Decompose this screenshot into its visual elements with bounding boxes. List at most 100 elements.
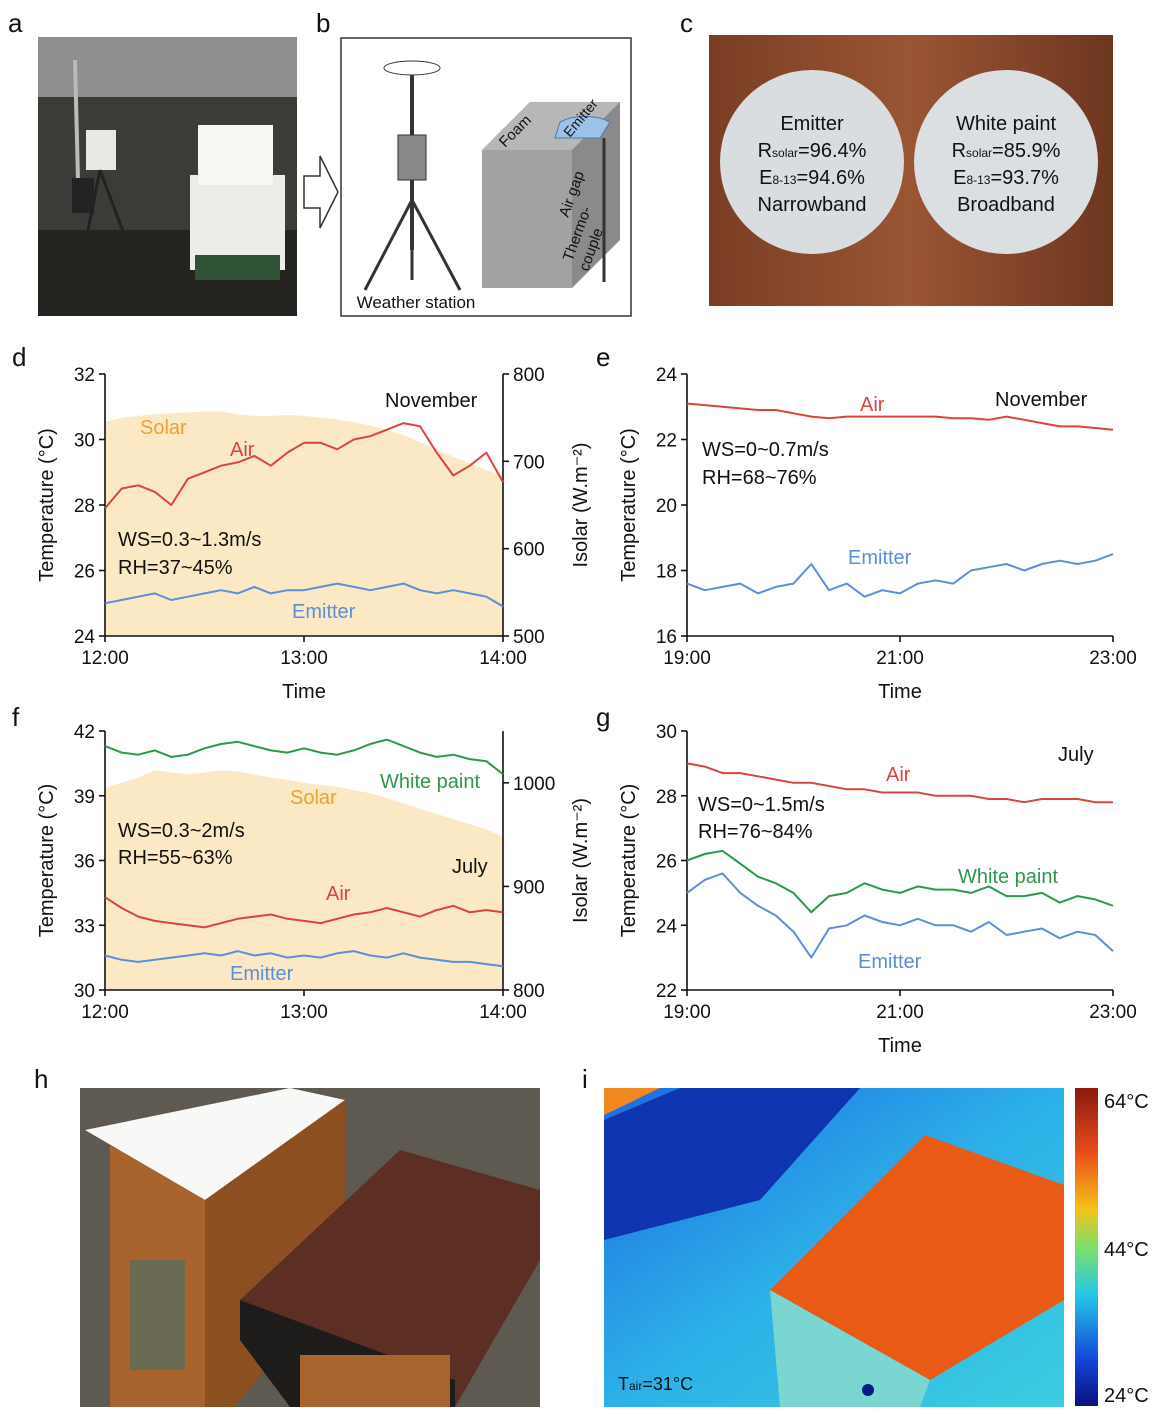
thermal-i: Tair=31°C 64°C 44°C 24°C <box>604 1088 1149 1407</box>
value: =85.9% <box>992 140 1061 162</box>
y-axis-label: Temperature (°C) <box>36 784 58 938</box>
box-front <box>482 150 572 288</box>
x-tick-label: 13:00 <box>280 1002 328 1023</box>
box-front <box>300 1355 450 1407</box>
y-axis-label: Temperature (°C) <box>618 784 640 938</box>
annotation: July <box>452 856 488 878</box>
subscript: solar <box>966 146 992 160</box>
value: =31°C <box>642 1374 693 1394</box>
panel-label: i <box>582 1064 588 1094</box>
sample-name: Emitter <box>780 113 844 135</box>
panel-label: a <box>8 8 23 38</box>
series-label: Emitter <box>292 601 356 623</box>
x-tick-label: 14:00 <box>479 648 527 669</box>
photo-a <box>38 37 297 316</box>
x-axis-label: Time <box>878 1035 922 1057</box>
body: a b c d e f g h i Weather station Foa <box>0 0 1156 1409</box>
y-tick-label: 28 <box>656 787 677 808</box>
symbol: E <box>953 167 966 189</box>
y-tick-label: 33 <box>74 916 95 937</box>
panel-label: d <box>12 342 26 372</box>
series-label: Air <box>230 439 255 461</box>
series-label: Emitter <box>848 547 912 569</box>
line <box>105 740 503 775</box>
y-tick-label: 18 <box>656 562 677 583</box>
y-tick-label: 24 <box>74 627 96 648</box>
series-label: Emitter <box>230 963 294 985</box>
panel-label: e <box>596 342 610 372</box>
y-tick-label: 24 <box>656 365 678 386</box>
annotation: WS=0~1.5m/s <box>698 794 825 816</box>
photo-sensor <box>86 130 116 170</box>
colorbar-label: 24°C <box>1104 1385 1149 1407</box>
photo-logger <box>72 178 94 213</box>
series-label: Air <box>886 764 911 786</box>
panel-label: h <box>34 1064 48 1094</box>
station-head <box>384 61 440 75</box>
x-tick-label: 12:00 <box>81 648 129 669</box>
annotation: WS=0.3~1.3m/s <box>118 529 261 551</box>
annotation: RH=76~84% <box>698 821 813 843</box>
subscript: air <box>629 1379 642 1393</box>
annotation: WS=0~0.7m/s <box>702 439 829 461</box>
y2-tick-label: 500 <box>513 627 545 648</box>
colorbar-label: 64°C <box>1104 1091 1149 1113</box>
y-tick-label: 36 <box>74 852 95 873</box>
subscript: 8-13 <box>966 173 990 187</box>
photo-h <box>80 1088 540 1407</box>
symbol: R <box>758 140 772 162</box>
x-tick-label: 21:00 <box>876 1002 924 1023</box>
colorbar-label: 44°C <box>1104 1239 1149 1261</box>
series-label: White paint <box>958 866 1058 888</box>
sample-disc <box>914 70 1098 254</box>
y-tick-label: 39 <box>74 787 95 808</box>
arrow <box>304 156 338 228</box>
series-label: Air <box>326 883 351 905</box>
y-axis-label: Temperature (°C) <box>618 428 640 582</box>
sample-band: Broadband <box>957 194 1055 216</box>
series-label: White paint <box>380 771 480 793</box>
x-tick-label: 12:00 <box>81 1002 129 1023</box>
y2-tick-label: 1000 <box>513 774 555 795</box>
box-window <box>130 1260 185 1370</box>
x-tick-label: 19:00 <box>663 1002 711 1023</box>
y-tick-label: 26 <box>74 562 95 583</box>
y-tick-label: 16 <box>656 627 677 648</box>
station-shield <box>398 135 426 180</box>
symbol: T <box>618 1374 629 1394</box>
value: =93.7% <box>990 167 1059 189</box>
subscript: solar <box>772 146 798 160</box>
annotation: RH=55~63% <box>118 847 233 869</box>
y-axis-label: Temperature (°C) <box>36 428 58 582</box>
annotation: WS=0.3~2m/s <box>118 820 245 842</box>
y-tick-label: 22 <box>656 981 677 1002</box>
hole <box>862 1384 874 1396</box>
panel-label: f <box>12 702 20 732</box>
photo-box <box>198 125 273 185</box>
y2-tick-label: 900 <box>513 877 545 898</box>
y-tick-label: 24 <box>656 916 678 937</box>
series-label: Air <box>860 394 885 416</box>
y-tick-label: 20 <box>656 496 677 517</box>
x-tick-label: 21:00 <box>876 648 924 669</box>
colorbar <box>1075 1088 1098 1406</box>
page: Radiative cooling field test figure {"pa… <box>0 0 1156 1409</box>
photo-c: Emitter Rsolar=96.4% E8-13=94.6% Narrowb… <box>709 35 1113 306</box>
y2-tick-label: 600 <box>513 540 545 561</box>
annotation: November <box>385 390 478 412</box>
x-tick-label: 13:00 <box>280 648 328 669</box>
y-tick-label: 28 <box>74 496 95 517</box>
sample-band: Narrowband <box>758 194 867 216</box>
y-tick-label: 32 <box>74 365 95 386</box>
y2-tick-label: 800 <box>513 981 545 1002</box>
annotation: November <box>995 389 1088 411</box>
y2-axis-label: Isolar (W.m⁻²) <box>570 443 592 568</box>
sample-name: White paint <box>956 113 1056 135</box>
annotation: RH=37~45% <box>118 557 233 579</box>
series-label: Solar <box>290 787 337 809</box>
series-label: Emitter <box>858 951 922 973</box>
y2-tick-label: 800 <box>513 365 545 386</box>
y-tick-label: 26 <box>656 852 677 873</box>
value: =96.4% <box>798 140 867 162</box>
x-tick-label: 14:00 <box>479 1002 527 1023</box>
